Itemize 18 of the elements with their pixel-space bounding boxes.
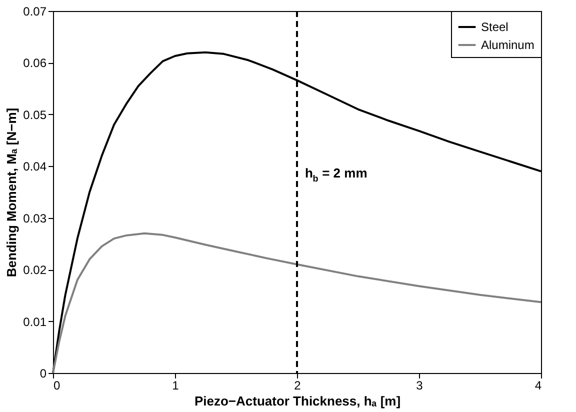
y-tick-label: 0 bbox=[40, 366, 47, 380]
y-axis-title: Bending Moment, Mₐ [N−m] bbox=[4, 108, 20, 278]
y-tick-label: 0.02 bbox=[23, 263, 47, 278]
y-tick-label: 0.05 bbox=[23, 108, 47, 122]
y-tick-label: 0.07 bbox=[23, 4, 47, 18]
x-tick-label: 4 bbox=[534, 378, 542, 392]
legend-label: Steel bbox=[481, 20, 508, 34]
y-tick-label: 0.06 bbox=[23, 56, 47, 70]
line-series bbox=[52, 232, 542, 374]
y-tick-label: 0.01 bbox=[23, 314, 47, 329]
y-tick-label: 0.03 bbox=[23, 211, 47, 226]
x-axis-title: Piezo−Actuator Thickness, hₐ [m] bbox=[194, 394, 401, 408]
x-tick-label: 3 bbox=[416, 378, 424, 392]
x-tick-label: 2 bbox=[294, 378, 302, 392]
legend-label: Aluminum bbox=[481, 38, 534, 52]
x-tick-label: 0 bbox=[54, 378, 60, 392]
y-tick-label: 0.04 bbox=[23, 160, 47, 174]
x-tick-label: 1 bbox=[172, 378, 180, 392]
